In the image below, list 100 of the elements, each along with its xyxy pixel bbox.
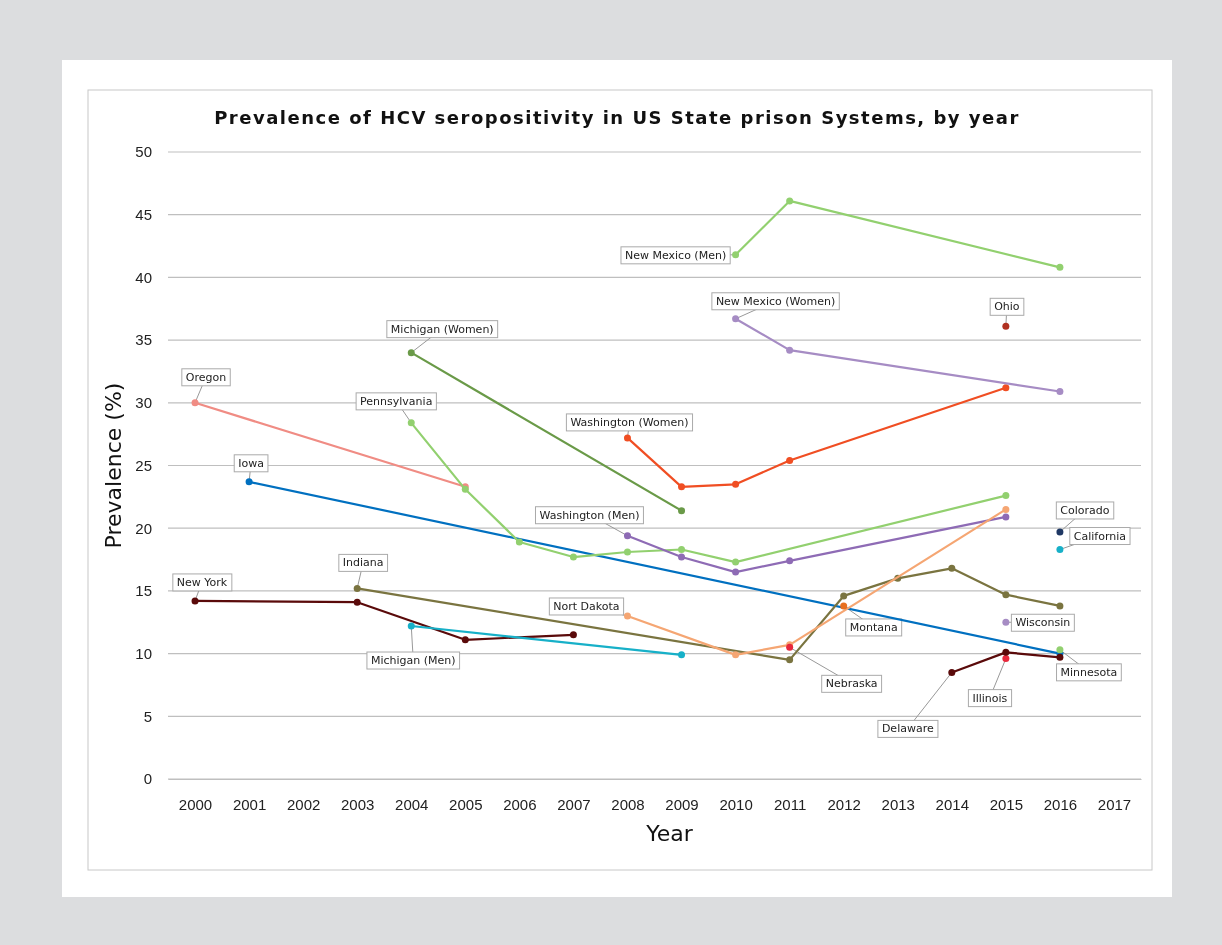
point xyxy=(948,564,956,572)
point xyxy=(1056,602,1064,610)
text: Illinois xyxy=(972,691,1008,705)
y-tick-label: 45 xyxy=(135,206,152,223)
point xyxy=(515,538,523,546)
series-label: New Mexico (Men) xyxy=(624,248,727,262)
x-tick-label: 2013 xyxy=(881,795,915,813)
chart-title: Prevalence of HCV seropositivity in US State prison Systems, by year xyxy=(214,107,1020,128)
point xyxy=(191,399,199,407)
point xyxy=(623,434,631,442)
point xyxy=(732,651,740,659)
x-tick-label: 2000 xyxy=(178,795,213,813)
point xyxy=(678,651,686,659)
series-label: Wisconsin xyxy=(1015,616,1071,630)
point xyxy=(840,592,848,600)
point xyxy=(786,656,794,664)
point xyxy=(1056,263,1064,271)
series-label: Washington (Men) xyxy=(539,508,640,522)
point xyxy=(245,478,253,486)
point xyxy=(1002,513,1010,521)
point xyxy=(732,251,740,259)
point xyxy=(407,419,415,427)
point xyxy=(407,622,415,630)
x-tick-label: 2002 xyxy=(286,795,321,813)
point xyxy=(732,558,740,566)
point xyxy=(678,546,686,554)
y-tick-label: 10 xyxy=(135,644,152,662)
x-tick-label: 2012 xyxy=(827,795,861,813)
point xyxy=(840,602,848,610)
y-tick-label: 35 xyxy=(135,331,152,349)
x-tick-label: 2017 xyxy=(1097,795,1132,813)
x-tick-label: 2001 xyxy=(232,795,267,813)
point xyxy=(1002,505,1010,513)
y-axis-title: Prevalence (%) xyxy=(101,382,126,549)
point xyxy=(569,631,577,639)
series-label: New Mexico (Women) xyxy=(715,294,836,308)
x-tick-label: 2008 xyxy=(611,795,645,813)
series-label: Iowa xyxy=(238,456,264,470)
point xyxy=(569,553,577,561)
x-tick-label: 2006 xyxy=(503,795,537,813)
point xyxy=(786,346,794,354)
x-tick-label: 2014 xyxy=(935,795,969,813)
point xyxy=(678,553,686,561)
point xyxy=(1002,384,1010,392)
point xyxy=(948,668,956,676)
point xyxy=(786,456,794,464)
y-tick-label: 50 xyxy=(135,143,152,161)
text: Pennsylvania xyxy=(360,394,433,408)
point xyxy=(1056,546,1064,554)
x-tick-label: 2011 xyxy=(774,795,807,813)
y-tick-label: 15 xyxy=(135,582,152,600)
point xyxy=(678,483,686,491)
series-label: Nort Dakota xyxy=(553,599,620,613)
point xyxy=(1002,591,1010,599)
point xyxy=(353,584,361,592)
x-axis-title: Year xyxy=(645,821,694,846)
x-tick-label: 2009 xyxy=(665,795,699,813)
text: Nebraska xyxy=(825,677,878,691)
x-tick-label: 2015 xyxy=(989,795,1024,813)
point xyxy=(678,507,686,515)
y-tick-label: 25 xyxy=(135,456,152,474)
series-label: California xyxy=(1073,529,1127,543)
text: Michigan (Men) xyxy=(370,654,456,668)
point xyxy=(191,597,199,605)
point xyxy=(1056,528,1064,536)
point xyxy=(1002,648,1010,656)
series-label: Montana xyxy=(849,620,898,634)
series-label: Oregon xyxy=(185,370,227,384)
series-label: Minnesota xyxy=(1060,665,1118,679)
y-tick-label: 30 xyxy=(135,394,152,412)
point xyxy=(1002,322,1010,330)
x-tick-label: 2010 xyxy=(719,795,753,813)
point xyxy=(461,636,469,644)
point xyxy=(623,548,631,556)
point xyxy=(732,315,740,323)
x-tick-label: 2003 xyxy=(341,795,375,813)
point xyxy=(732,480,740,488)
x-tick-label: 2016 xyxy=(1043,795,1078,813)
series-label: Washington (Women) xyxy=(570,415,689,429)
x-tick-label: 2004 xyxy=(395,795,429,813)
point xyxy=(623,612,631,620)
point xyxy=(1056,388,1064,396)
x-tick-label: 2005 xyxy=(449,795,483,813)
point xyxy=(353,598,361,606)
y-tick-label: 0 xyxy=(143,770,152,788)
point xyxy=(1056,646,1064,654)
series-label: Colorado xyxy=(1060,503,1110,517)
x-tick-label: 2007 xyxy=(557,795,591,813)
point xyxy=(407,349,415,357)
point xyxy=(1002,655,1010,663)
point xyxy=(732,568,740,576)
point xyxy=(623,532,631,540)
series-label: Ohio xyxy=(994,300,1020,314)
y-tick-label: 40 xyxy=(135,268,152,286)
point xyxy=(1002,492,1010,500)
point xyxy=(786,197,794,205)
series-label: Indiana xyxy=(342,556,384,570)
point xyxy=(1002,618,1010,626)
series-label: New York xyxy=(176,575,228,589)
text: Delaware xyxy=(881,722,934,736)
